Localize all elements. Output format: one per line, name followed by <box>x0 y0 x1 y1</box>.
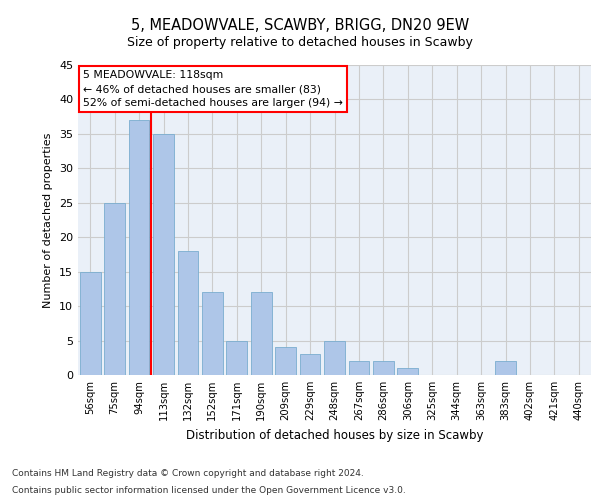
Bar <box>178 251 199 375</box>
Text: Contains public sector information licensed under the Open Government Licence v3: Contains public sector information licen… <box>12 486 406 495</box>
Bar <box>128 120 149 375</box>
Bar <box>397 368 418 375</box>
Text: 5 MEADOWVALE: 118sqm
← 46% of detached houses are smaller (83)
52% of semi-detac: 5 MEADOWVALE: 118sqm ← 46% of detached h… <box>83 70 343 108</box>
Bar <box>80 272 101 375</box>
Bar <box>153 134 174 375</box>
X-axis label: Distribution of detached houses by size in Scawby: Distribution of detached houses by size … <box>186 428 483 442</box>
Y-axis label: Number of detached properties: Number of detached properties <box>43 132 53 308</box>
Text: Contains HM Land Registry data © Crown copyright and database right 2024.: Contains HM Land Registry data © Crown c… <box>12 468 364 477</box>
Bar <box>349 361 370 375</box>
Text: 5, MEADOWVALE, SCAWBY, BRIGG, DN20 9EW: 5, MEADOWVALE, SCAWBY, BRIGG, DN20 9EW <box>131 18 469 32</box>
Bar <box>202 292 223 375</box>
Bar <box>275 348 296 375</box>
Bar <box>324 340 345 375</box>
Bar <box>495 361 516 375</box>
Text: Size of property relative to detached houses in Scawby: Size of property relative to detached ho… <box>127 36 473 49</box>
Bar <box>373 361 394 375</box>
Bar <box>226 340 247 375</box>
Bar <box>299 354 320 375</box>
Bar <box>251 292 272 375</box>
Bar <box>104 203 125 375</box>
